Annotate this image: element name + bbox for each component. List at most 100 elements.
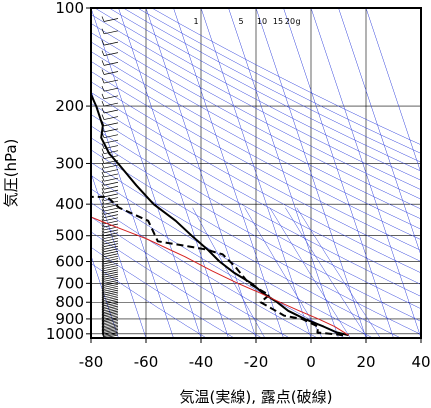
- wind-barb: [101, 100, 119, 107]
- mixing-ratio-label: 1: [193, 17, 198, 26]
- wind-barb: [101, 224, 119, 231]
- wind-barb: [101, 287, 119, 294]
- mixing-ratio-label: 10: [257, 17, 267, 26]
- wind-barbs: [101, 8, 119, 338]
- isotherm-line: [91, 89, 174, 338]
- isotherm-line: [255, 8, 367, 338]
- x-tick-label: -40: [189, 353, 214, 371]
- wind-barb: [101, 308, 119, 315]
- wind-barb: [101, 269, 119, 276]
- temperature-line: [91, 92, 349, 337]
- x-tick-label: -60: [134, 353, 159, 371]
- wind-barb: [101, 251, 119, 258]
- wind-barb: [101, 267, 119, 274]
- y-tick-label: 100: [55, 0, 84, 17]
- mixing-ratio-line: [192, 207, 266, 338]
- x-tick-label: 0: [306, 353, 316, 371]
- wind-barb: [101, 171, 119, 178]
- wind-barb: [101, 69, 119, 75]
- wind-barb: [101, 328, 119, 335]
- x-tick-label: -20: [244, 353, 269, 371]
- wind-barb: [101, 233, 119, 239]
- series-lines: [91, 92, 349, 337]
- dry-adiabat-line: [91, 41, 421, 220]
- isotherm-line: [200, 8, 312, 338]
- y-tick-label: 400: [55, 195, 84, 213]
- wind-barb: [101, 300, 119, 307]
- wind-barb: [101, 227, 119, 234]
- x-axis-ticks: -80 -60 -40 -20 0 20 40: [79, 338, 431, 371]
- isotherm-line: [338, 8, 421, 257]
- wind-barb: [101, 331, 119, 337]
- wind-barb: [101, 298, 119, 305]
- dry-adiabat-line: [91, 125, 421, 310]
- wind-barb: [101, 212, 119, 218]
- wind-barb: [101, 77, 119, 84]
- wind-barb: [101, 291, 119, 298]
- wind-barb: [101, 295, 119, 301]
- wind-barb: [101, 316, 119, 323]
- dry-adiabat-line: [91, 92, 421, 274]
- mixing-ratio-line: [269, 207, 351, 338]
- wind-barb: [101, 107, 119, 114]
- wind-barb: [101, 244, 119, 250]
- wind-barb: [101, 286, 119, 292]
- isotherm-line: [283, 8, 394, 338]
- wind-barb: [101, 236, 119, 242]
- dry-adiabat-line: [91, 175, 373, 338]
- dry-adiabat-line: [91, 188, 346, 338]
- wind-barb: [101, 261, 119, 267]
- isotherm-line: [228, 8, 339, 338]
- wind-barb: [101, 327, 119, 333]
- wind-barb: [101, 305, 119, 312]
- wind-barb: [101, 254, 119, 260]
- wind-barb: [101, 246, 119, 253]
- dry-adiabat-line: [91, 114, 421, 297]
- wind-barb: [101, 202, 119, 208]
- wind-barb: [101, 325, 119, 332]
- wind-barb: [101, 258, 119, 265]
- wind-barb: [101, 199, 119, 205]
- isotherm-line: [365, 8, 421, 174]
- dry-adiabat-line: [91, 71, 421, 251]
- wind-barb: [101, 263, 119, 269]
- thermodynamic-lines: [91, 8, 421, 338]
- isotherm-line: [173, 8, 284, 338]
- mixing-ratio-label: g: [295, 17, 300, 26]
- wind-barb: [101, 276, 119, 282]
- dry-adiabat-line: [137, 8, 421, 154]
- x-tick-label: -80: [79, 353, 104, 371]
- wind-barb: [101, 167, 119, 173]
- wind-barb: [101, 280, 119, 286]
- wind-barb: [101, 319, 119, 326]
- mixing-ratio-labels: 1 5 10 15 20 g: [193, 17, 300, 26]
- y-tick-label: 700: [55, 274, 84, 292]
- dry-adiabat-line: [91, 263, 207, 338]
- wind-barb: [101, 230, 119, 237]
- y-tick-label: 500: [55, 227, 84, 245]
- wind-barb: [101, 302, 119, 308]
- dry-adiabat-line: [91, 81, 421, 262]
- wind-barb: [101, 176, 119, 182]
- wind-barb: [101, 282, 119, 288]
- y-tick-label: 200: [55, 97, 84, 115]
- wind-barb: [101, 297, 119, 303]
- wind-barb: [101, 205, 119, 212]
- wind-barb: [101, 215, 119, 222]
- wind-barb: [101, 318, 119, 324]
- y-tick-label: 1000: [46, 325, 84, 343]
- wind-barb: [101, 148, 119, 155]
- mixing-ratio-line: [296, 207, 381, 338]
- dry-adiabat-line: [91, 137, 421, 322]
- dry-adiabat-line: [91, 246, 235, 338]
- wind-barb: [101, 249, 119, 255]
- wind-barb: [101, 241, 119, 247]
- wind-barb: [101, 265, 119, 272]
- dry-adiabat-line: [94, 8, 421, 181]
- dry-adiabat-line: [151, 8, 421, 146]
- mixing-ratio-line: [285, 207, 368, 338]
- isotherm-line: [91, 254, 119, 338]
- mixing-ratio-label: 5: [238, 17, 243, 26]
- isotherm-line: [118, 8, 229, 338]
